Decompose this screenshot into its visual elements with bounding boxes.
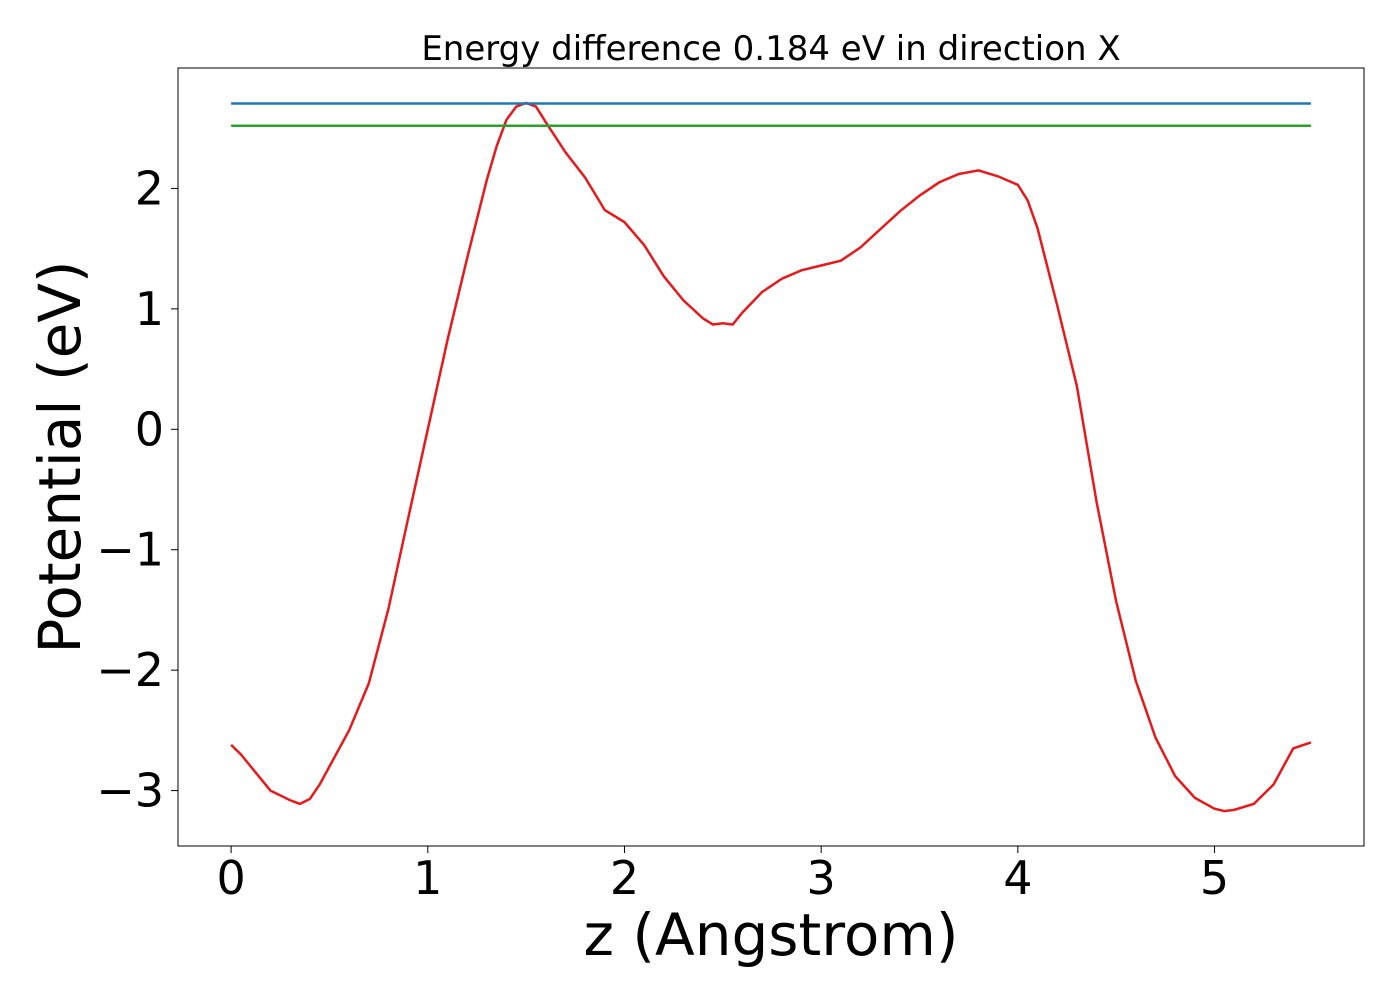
series-line	[230, 101, 1312, 813]
x-tick-label: 3	[807, 851, 836, 905]
y-tick-label: 1	[135, 282, 164, 336]
y-tick-label: 0	[135, 402, 164, 456]
x-axis-label: z (Angstrom)	[584, 901, 959, 969]
y-tick-label: −1	[96, 523, 164, 577]
x-tick-label: 4	[1003, 851, 1032, 905]
plot-frame	[177, 67, 1365, 847]
x-tick-label: 1	[413, 851, 442, 905]
y-axis-label: Potential (eV)	[26, 260, 94, 653]
y-tick-label: −2	[96, 643, 164, 697]
x-tick-label: 2	[610, 851, 639, 905]
y-tick-label: −3	[96, 764, 164, 818]
x-tick-label: 0	[216, 851, 245, 905]
chart-title: Energy difference 0.184 eV in direction …	[421, 29, 1120, 69]
y-tick-label: 2	[135, 161, 164, 215]
x-tick-label: 5	[1200, 851, 1229, 905]
